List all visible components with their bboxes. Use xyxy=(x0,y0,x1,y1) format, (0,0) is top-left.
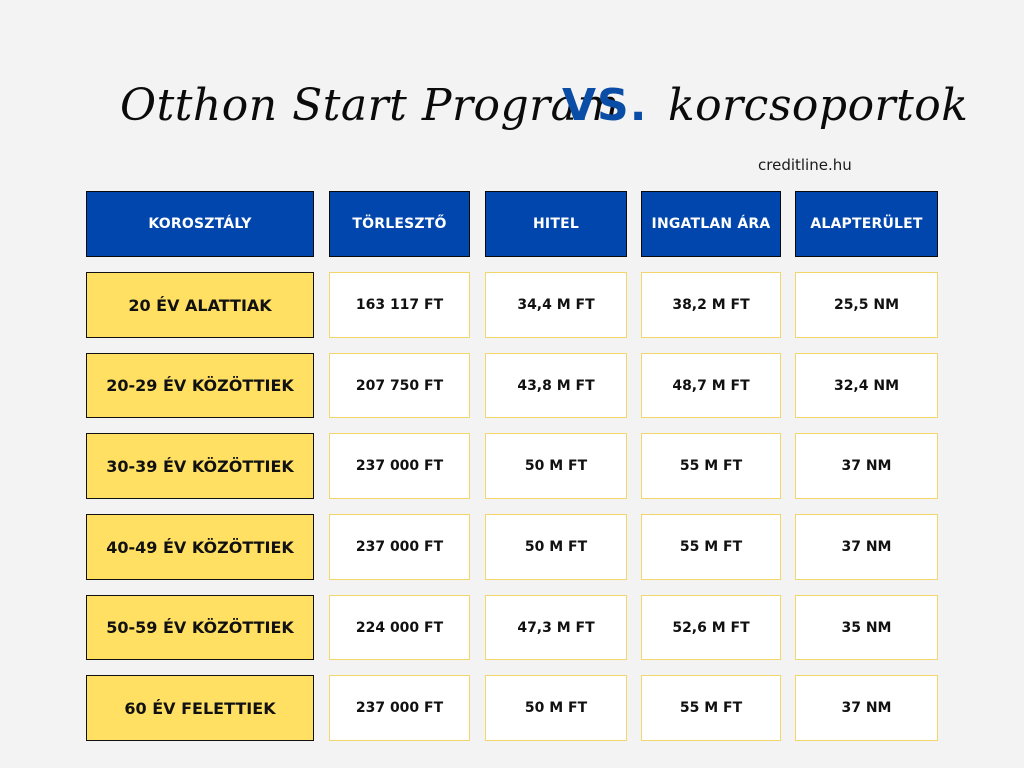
website-label: creditline.hu xyxy=(758,156,852,174)
cell-property-price: 48,7 M FT xyxy=(641,353,781,418)
cell-loan: 47,3 M FT xyxy=(485,595,627,660)
cell-installment: 224 000 FT xyxy=(329,595,470,660)
row-age-group: 20-29 ÉV KÖZÖTTIEK xyxy=(86,353,314,418)
row-age-group: 20 ÉV ALATTIAK xyxy=(86,272,314,338)
cell-property-price: 52,6 M FT xyxy=(641,595,781,660)
row-age-group: 60 ÉV FELETTIEK xyxy=(86,675,314,741)
title-age-groups: korcsoportok xyxy=(668,80,969,131)
cell-installment: 237 000 FT xyxy=(329,675,470,741)
cell-floor-area: 32,4 NM xyxy=(795,353,938,418)
cell-floor-area: 37 NM xyxy=(795,514,938,580)
header-loan: HITEL xyxy=(485,191,627,257)
cell-loan: 50 M FT xyxy=(485,675,627,741)
cell-property-price: 55 M FT xyxy=(641,514,781,580)
header-property-price: INGATLAN ÁRA xyxy=(641,191,781,257)
cell-loan: 50 M FT xyxy=(485,433,627,499)
header-installment: TÖRLESZTŐ xyxy=(329,191,470,257)
cell-property-price: 55 M FT xyxy=(641,675,781,741)
cell-floor-area: 25,5 NM xyxy=(795,272,938,338)
row-age-group: 30-39 ÉV KÖZÖTTIEK xyxy=(86,433,314,499)
title-vs: VS. xyxy=(562,80,648,131)
cell-installment: 237 000 FT xyxy=(329,433,470,499)
cell-loan: 34,4 M FT xyxy=(485,272,627,338)
cell-installment: 163 117 FT xyxy=(329,272,470,338)
cell-loan: 50 M FT xyxy=(485,514,627,580)
cell-property-price: 55 M FT xyxy=(641,433,781,499)
cell-floor-area: 35 NM xyxy=(795,595,938,660)
cell-property-price: 38,2 M FT xyxy=(641,272,781,338)
page-title: Otthon Start Program VS. korcsoportok xyxy=(0,78,1024,138)
cell-installment: 207 750 FT xyxy=(329,353,470,418)
row-age-group: 40-49 ÉV KÖZÖTTIEK xyxy=(86,514,314,580)
cell-floor-area: 37 NM xyxy=(795,675,938,741)
title-program: Otthon Start Program xyxy=(120,80,620,131)
cell-floor-area: 37 NM xyxy=(795,433,938,499)
cell-loan: 43,8 M FT xyxy=(485,353,627,418)
header-age-group: KOROSZTÁLY xyxy=(86,191,314,257)
header-floor-area: ALAPTERÜLET xyxy=(795,191,938,257)
cell-installment: 237 000 FT xyxy=(329,514,470,580)
row-age-group: 50-59 ÉV KÖZÖTTIEK xyxy=(86,595,314,660)
